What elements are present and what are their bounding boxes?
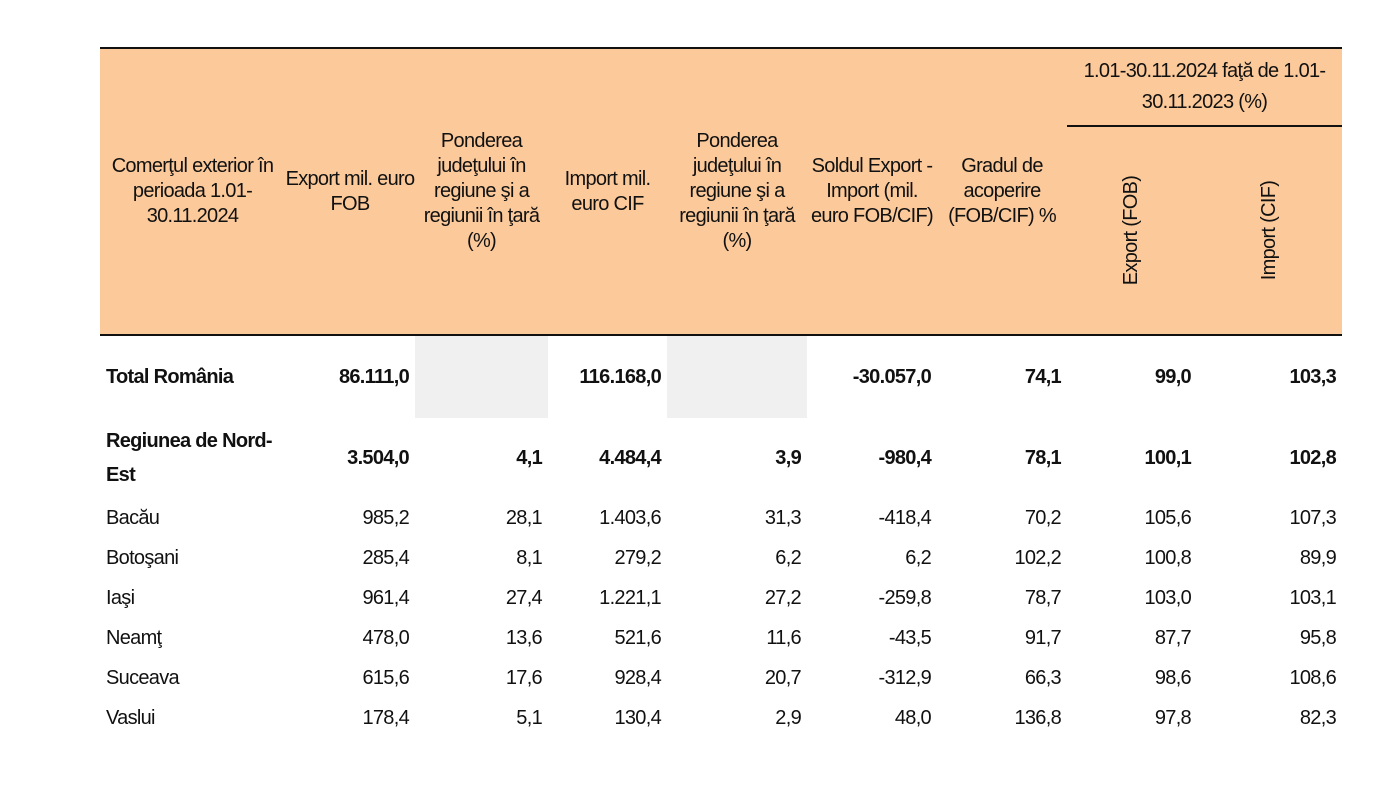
table-row: Regiunea de Nord-Est 3.504,0 4,1 4.484,4 3,9… [100,418,1342,498]
cell-idx-export: 98,6 [1154,666,1192,689]
cell-idx-export: 97,8 [1154,706,1192,729]
cell-label: Total România [106,365,234,388]
table-row: Neamţ 478,0 13,6 521,6 11,6 -43,5 91,7 87,7 95,8 [100,618,1342,658]
cell-idx-import: 103,3 [1289,365,1337,388]
cell-coverage: 66,3 [1024,666,1062,689]
cell-idx-import: 108,6 [1289,666,1337,689]
cell-share-export: 5,1 [516,706,542,729]
cell-share-export: 4,1 [516,447,542,469]
header-share-import: Ponderea judeţului în regiune şi a regiu… [667,47,807,336]
cell-export: 478,0 [362,626,409,649]
cell-import: 116.168,0 [579,365,661,388]
cell-idx-export: 105,6 [1144,506,1191,529]
table-row: Total România 86.111,0 116.168,0 -30.057,0 7… [100,335,1342,418]
cell-share-export [415,335,548,418]
header-import: Import mil. euro CIF [548,47,667,336]
cell-balance: -30.057,0 [852,365,932,388]
cell-import: 1.221,1 [599,586,662,609]
cell-label: Suceava [106,666,180,689]
cell-idx-export: 100,8 [1144,546,1191,569]
cell-export: 178,4 [362,706,409,729]
cell-idx-import: 107,3 [1289,506,1337,529]
table-row: Iaşi 961,4 27,4 1.221,1 27,2 -259,8 78,7 103,0 1… [100,578,1342,618]
header-export: Export mil. euro FOB [285,47,415,336]
cell-share-import: 20,7 [764,666,802,689]
cell-share-import: 27,2 [764,586,802,609]
header-period: Comerţul exterior în perioada 1.01-30.11… [100,47,285,336]
cell-export: 615,6 [362,666,409,689]
cell-idx-export: 87,7 [1154,626,1192,649]
header-share-export: Ponderea judeţului în regiune şi a regiu… [415,47,548,336]
cell-idx-import: 82,3 [1299,706,1337,729]
cell-share-import [667,335,807,418]
cell-label: Regiunea de Nord-Est [106,430,273,486]
cell-idx-import: 102,8 [1289,447,1337,469]
cell-export: 285,4 [362,546,409,569]
header-comparison-group: 1.01-30.11.2024 faţă de 1.01-30.11.2023 … [1067,47,1343,127]
header-index-export: Export (FOB) [1067,126,1197,336]
header-index-export-text: Export (FOB) [1120,175,1143,286]
cell-share-import: 3,9 [775,447,801,469]
cell-coverage: 70,2 [1024,506,1062,529]
cell-balance: -418,4 [878,506,931,529]
cell-coverage: 91,7 [1024,626,1062,649]
cell-label: Neamţ [106,626,162,649]
cell-share-import: 2,9 [775,706,801,729]
cell-label: Botoşani [106,546,179,569]
cell-label: Iaşi [106,586,135,609]
cell-export: 985,2 [362,506,409,529]
cell-balance: 6,2 [905,546,931,569]
cell-balance: 48,0 [894,706,932,729]
cell-idx-export: 103,0 [1144,586,1191,609]
cell-coverage: 78,7 [1024,586,1062,609]
cell-balance: -259,8 [878,586,931,609]
cell-import: 4.484,4 [599,447,662,469]
cell-idx-import: 95,8 [1299,626,1337,649]
cell-balance: -980,4 [878,447,931,469]
cell-import: 279,2 [614,546,661,569]
cell-balance: -312,9 [878,666,931,689]
cell-coverage: 78,1 [1024,447,1062,469]
cell-share-export: 28,1 [505,506,543,529]
cell-label: Bacău [106,506,160,529]
cell-share-import: 6,2 [775,546,801,569]
header-balance: Soldul Export - Import (mil. euro FOB/CI… [807,47,937,336]
cell-share-import: 31,3 [764,506,802,529]
cell-import: 928,4 [614,666,661,689]
cell-coverage: 74,1 [1024,365,1062,388]
cell-share-export: 17,6 [505,666,543,689]
cell-idx-export: 99,0 [1154,365,1192,388]
table-row: Vaslui 178,4 5,1 130,4 2,9 48,0 136,8 97,8 82,3 [100,698,1342,738]
cell-share-export: 13,6 [505,626,543,649]
header-coverage: Gradul de acoperire (FOB/CIF) % [937,47,1067,336]
cell-label: Vaslui [106,706,155,729]
foreign-trade-table: Comerţul exterior în perioada 1.01-30.11… [100,47,1343,738]
cell-import: 1.403,6 [599,506,662,529]
cell-coverage: 102,2 [1014,546,1061,569]
cell-coverage: 136,8 [1014,706,1061,729]
table-row: Botoşani 285,4 8,1 279,2 6,2 6,2 102,2 100,8 89,… [100,538,1342,578]
cell-idx-import: 89,9 [1299,546,1337,569]
cell-share-export: 8,1 [516,546,542,569]
cell-import: 130,4 [614,706,661,729]
cell-export: 86.111,0 [338,365,410,388]
cell-balance: -43,5 [888,626,932,649]
cell-export: 3.504,0 [347,447,410,469]
cell-idx-export: 100,1 [1144,447,1191,469]
table-row: Bacău 985,2 28,1 1.403,6 31,3 -418,4 70,2 105,6… [100,498,1342,538]
cell-export: 961,4 [362,586,409,609]
header-index-import-text: Import (CIF) [1258,180,1280,281]
cell-share-import: 11,6 [766,626,801,649]
table-row: Suceava 615,6 17,6 928,4 20,7 -312,9 66,3 98,6 1… [100,658,1342,698]
cell-share-export: 27,4 [505,586,543,609]
cell-import: 521,6 [614,626,661,649]
header-index-import: Import (CIF) [1197,126,1343,336]
cell-idx-import: 103,1 [1289,586,1337,609]
